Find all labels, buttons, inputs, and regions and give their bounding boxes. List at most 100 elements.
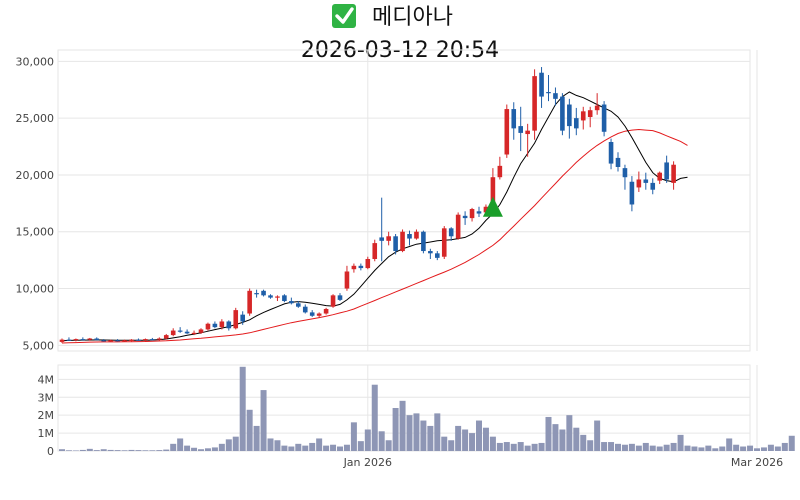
candle (421, 230, 426, 254)
candle-body (309, 312, 315, 316)
candle-body (157, 338, 162, 340)
candle-body (323, 308, 329, 314)
candle-body (177, 330, 183, 332)
candle (115, 339, 120, 342)
candle (122, 339, 127, 342)
candle (629, 176, 635, 212)
price-panel: 5,000 10,000 15,000 20,000 25,000 30,000 (16, 49, 758, 352)
candle-body (268, 295, 273, 298)
candle-body (574, 118, 579, 129)
candle-body (372, 243, 378, 259)
ma-long-line (61, 128, 688, 344)
volume-bar (323, 445, 330, 451)
candle (184, 329, 190, 334)
candle (615, 152, 621, 172)
volume-bar (177, 438, 184, 451)
volume-bar (295, 443, 302, 451)
candle-body (553, 93, 558, 99)
price-tick-label: 5,000 (23, 339, 55, 352)
volume-bar (476, 420, 482, 451)
volume-bar (420, 420, 427, 451)
volume-bar (754, 448, 760, 451)
volume-bar (211, 447, 218, 451)
candle-body (296, 303, 301, 307)
candle (163, 333, 169, 340)
candle (233, 307, 239, 330)
candle (212, 321, 218, 329)
candle-body (441, 228, 447, 257)
volume-bar (309, 442, 316, 451)
candle (407, 230, 412, 246)
candle (365, 256, 371, 270)
candle (150, 337, 155, 341)
candle (532, 69, 537, 140)
candle-body (567, 104, 572, 127)
candle (254, 289, 259, 298)
volume-bar (434, 413, 441, 451)
candle (636, 171, 642, 192)
price-tick-label: 25,000 (16, 112, 55, 125)
candle-body (330, 295, 336, 307)
candle (560, 93, 565, 136)
candle-body (462, 215, 468, 219)
volume-bar (448, 440, 455, 451)
volume-bar (538, 442, 545, 451)
candle (462, 211, 468, 225)
candle (622, 164, 628, 190)
volume-bar (281, 445, 288, 451)
volume-bar (413, 413, 420, 451)
volume-bar (72, 450, 79, 451)
candle (476, 206, 482, 217)
candle (587, 106, 593, 128)
candle (525, 123, 530, 157)
volume-bar (337, 446, 343, 451)
candle (580, 106, 586, 130)
volume-bar (455, 425, 462, 451)
candle (574, 107, 579, 136)
candle (157, 337, 162, 341)
volume-bar (482, 427, 489, 451)
candle-body (129, 339, 134, 341)
candle (80, 337, 86, 341)
candle (518, 106, 523, 152)
candle-body (73, 339, 79, 341)
volume-bar (733, 444, 740, 451)
candle-body (421, 231, 426, 252)
volume-bar (93, 450, 100, 451)
candle-body (143, 339, 148, 341)
volume-bar (698, 447, 705, 451)
volume-bar (615, 443, 621, 451)
volume-bar (747, 445, 754, 451)
volume-bar (670, 442, 677, 451)
candle (546, 74, 551, 102)
candle (94, 337, 100, 341)
candle (469, 207, 475, 222)
candle-body (122, 340, 127, 342)
volume-bar (566, 415, 573, 451)
candle-body (289, 301, 294, 304)
candle-body (150, 339, 155, 341)
candle (657, 171, 662, 185)
volume-bar (496, 442, 503, 451)
candle-body (80, 339, 86, 341)
volume-tick-label: 1M (38, 427, 55, 440)
candle (428, 248, 433, 259)
x-axis: Jan 2026 Mar 2026 (343, 456, 784, 469)
volume-bar (621, 444, 628, 451)
volume-bar (656, 446, 663, 451)
volume-y-axis: 0 1M 2M 3M 4M (38, 373, 55, 458)
volume-bar (204, 448, 211, 451)
volume-bar (635, 445, 642, 451)
volume-bar (316, 438, 323, 451)
candle-body (240, 314, 245, 322)
candle (344, 265, 350, 291)
candle-body (400, 231, 405, 252)
volume-bar (86, 448, 93, 451)
candle-body (601, 104, 607, 132)
volume-bar (601, 442, 608, 451)
volume-bar (545, 416, 552, 451)
volume-bar (594, 420, 601, 451)
volume-bar (378, 431, 385, 451)
candle (539, 67, 544, 108)
candle-body (622, 168, 628, 178)
